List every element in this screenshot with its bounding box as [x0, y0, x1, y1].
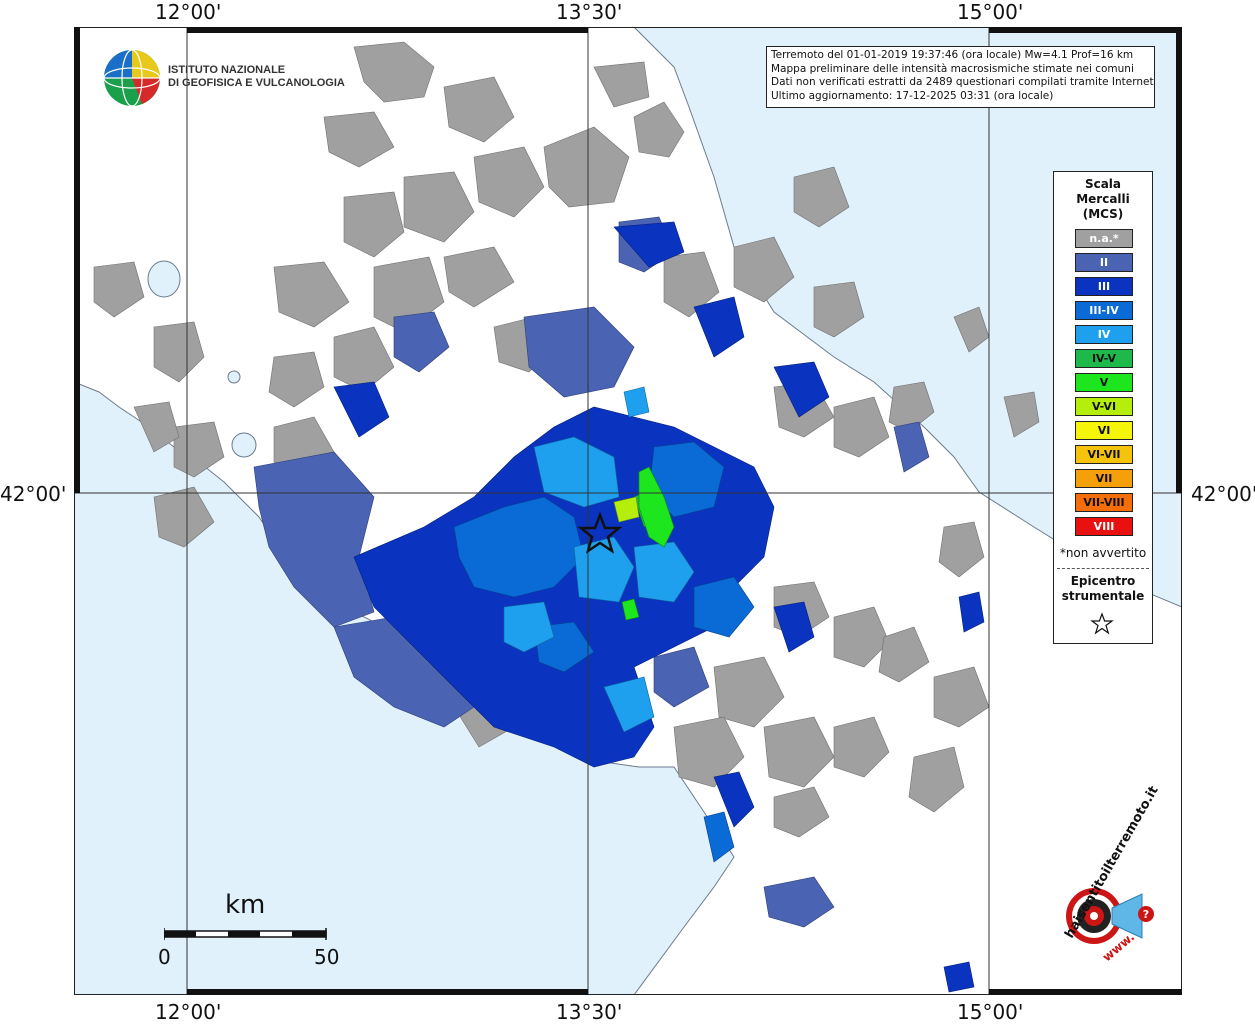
intensity-iii-iv-municipalities	[453, 441, 755, 863]
legend-swatch-iv-v: IV-V	[1075, 349, 1133, 368]
scale-bar-unit: km	[225, 890, 266, 920]
legend-title-line3: (MCS)	[1082, 207, 1124, 221]
legend-title-line1: Scala	[1084, 177, 1122, 191]
intensity-map[interactable]	[74, 27, 1182, 995]
hai-sentito-logo[interactable]: ?	[1034, 864, 1164, 988]
map-border	[74, 27, 1182, 995]
lake-vico	[227, 370, 241, 384]
legend-epicentre-line2: strumentale	[1061, 589, 1145, 603]
legend-divider	[1057, 568, 1149, 569]
ingv-logo	[102, 48, 162, 112]
intensity-v-municipalities	[621, 466, 675, 621]
map-canvas	[74, 27, 1182, 995]
event-info-line1: Terremoto del 01-01-2019 19:37:46 (ora l…	[771, 49, 1134, 61]
graticule	[74, 27, 1182, 995]
legend-epicentre-line1: Epicentro	[1070, 574, 1136, 588]
legend-star-icon	[1090, 612, 1114, 635]
ingv-name: ISTITUTO NAZIONALE DI GEOFISICA E VULCAN…	[168, 64, 345, 90]
legend-swatch-v-vi: V-VI	[1075, 397, 1133, 416]
legend-title-line2: Mercalli	[1076, 192, 1130, 206]
ingv-name-line1: ISTITUTO NAZIONALE	[168, 64, 286, 76]
event-info-box: Terremoto del 01-01-2019 19:37:46 (ora l…	[766, 46, 1155, 108]
legend-swatch-iii-iv: III-IV	[1075, 301, 1133, 320]
epicentre-star-icon	[577, 511, 623, 554]
intensity-ii-municipalities	[253, 216, 930, 928]
scale-bar	[164, 928, 327, 940]
event-info-line3: Dati non verificati estratti da 2489 que…	[771, 76, 1155, 88]
left-latitude-label: 42°00'	[0, 482, 67, 506]
legend-swatch-vii-viii: VII-VIII	[1075, 493, 1133, 512]
legend-swatch-vi-vii: VI-VII	[1075, 445, 1133, 464]
svg-text:?: ?	[1143, 908, 1149, 921]
bottom-longitude-label-12: 12°00'	[155, 1000, 222, 1024]
legend-title: Scala Mercalli (MCS)	[1054, 177, 1152, 222]
legend-swatch-v: V	[1075, 373, 1133, 392]
lake-bolsena	[147, 260, 181, 298]
event-info-line4: Ultimo aggiornamento: 17-12-2025 03:31 (…	[771, 89, 1054, 102]
ingv-name-line2: DI GEOFISICA E VULCANOLOGIA	[168, 77, 345, 89]
ingv-globe-icon	[103, 49, 161, 107]
event-info-line2: Mappa preliminare delle intensità macros…	[771, 62, 1134, 75]
hai-sentito-logo-icon: ?	[1066, 888, 1154, 944]
bottom-longitude-label-13-30: 13°30'	[556, 1000, 623, 1024]
top-longitude-label-15: 15°00'	[957, 0, 1024, 24]
lake-bracciano	[231, 432, 257, 458]
mcs-legend: Scala Mercalli (MCS) n.a.* II III III-IV IV I…	[1053, 171, 1153, 644]
scale-bar-start: 0	[158, 945, 171, 969]
bottom-longitude-label-15: 15°00'	[957, 1000, 1024, 1024]
scale-bar-end: 50	[314, 945, 340, 969]
right-latitude-label: 42°00'	[1191, 482, 1255, 506]
top-longitude-label-12: 12°00'	[155, 0, 222, 24]
legend-epicentre-label: Epicentro strumentale	[1054, 574, 1152, 604]
legend-swatch-viii: VIII	[1075, 517, 1133, 536]
frame-ticks	[74, 27, 1182, 995]
top-longitude-label-13-30: 13°30'	[556, 0, 623, 24]
intensity-v-vi-municipalities	[613, 496, 640, 523]
legend-note: *non avvertito	[1059, 546, 1147, 560]
legend-swatch-vii: VII	[1075, 469, 1133, 488]
legend-swatch-iv: IV	[1075, 325, 1133, 344]
legend-swatch-ii: II	[1075, 253, 1133, 272]
legend-swatch-n-a: n.a.*	[1075, 229, 1133, 248]
not-felt-municipalities	[93, 41, 1040, 838]
legend-swatch-iii: III	[1075, 277, 1133, 296]
legend-swatch-vi: VI	[1075, 421, 1133, 440]
